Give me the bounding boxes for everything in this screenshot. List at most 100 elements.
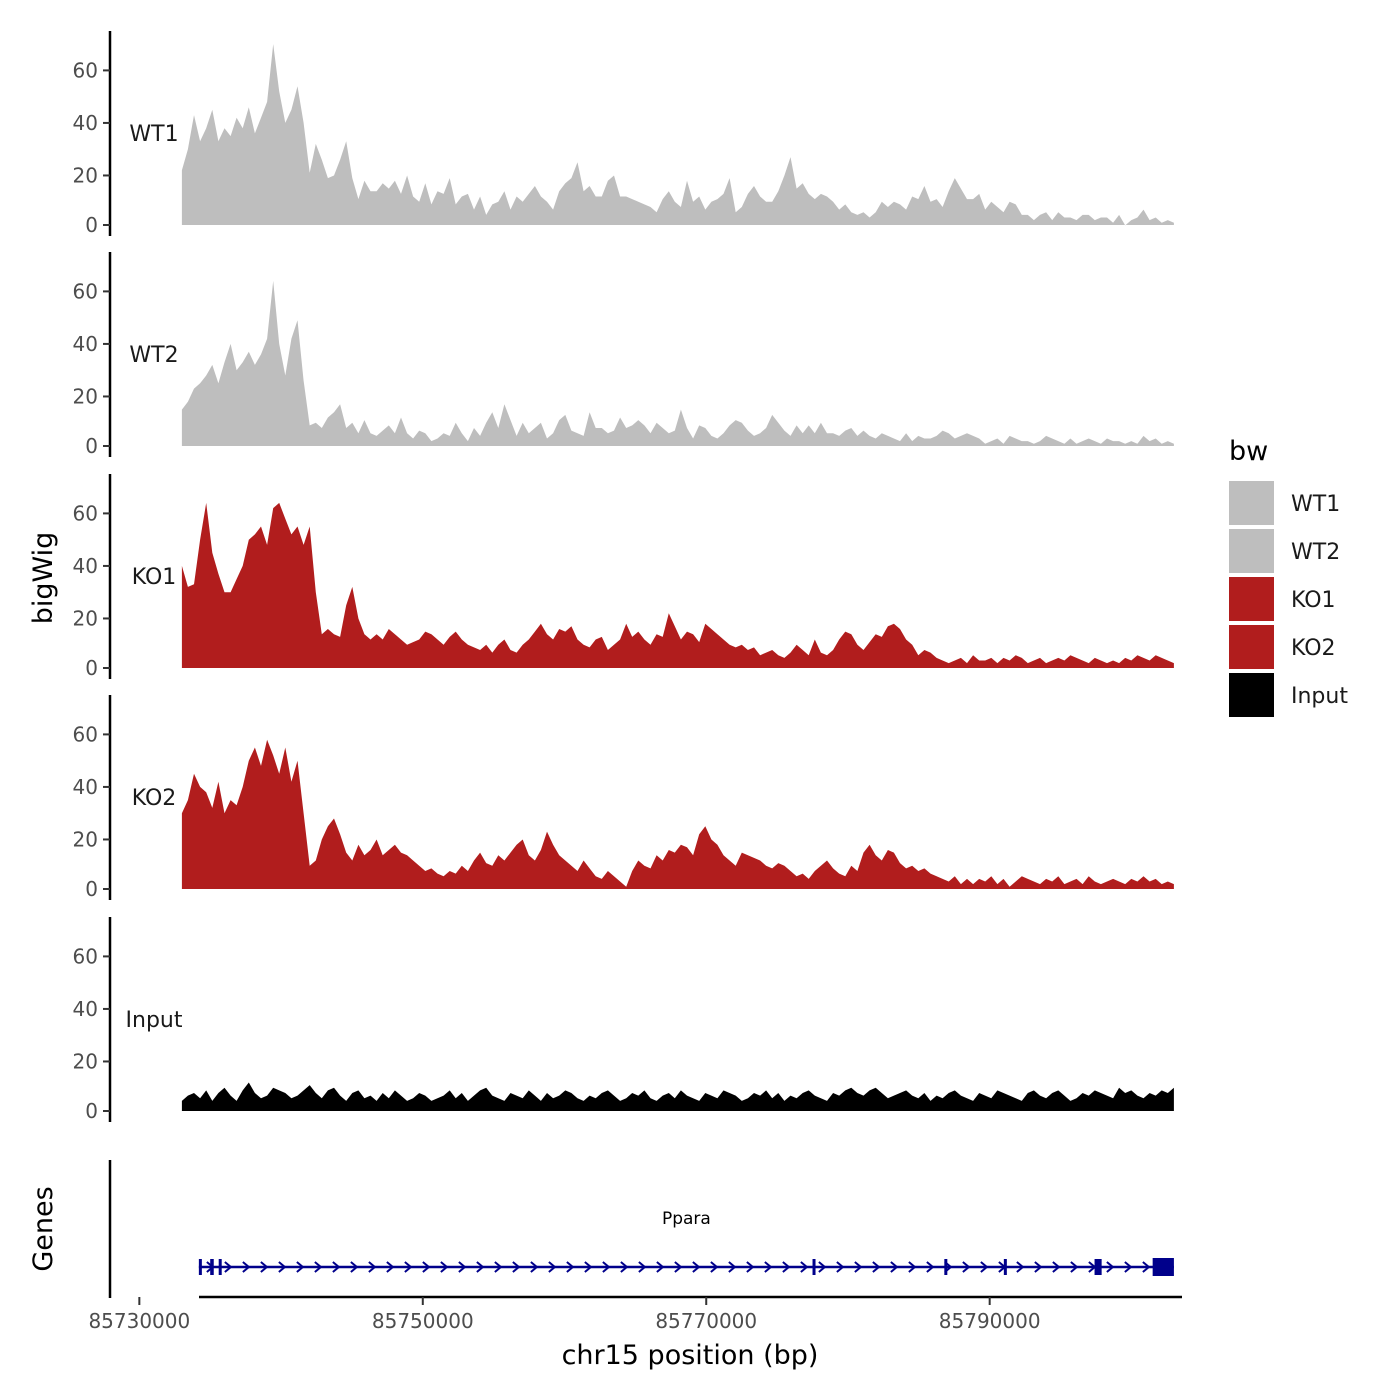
strand-arrow — [278, 1261, 287, 1273]
gene-ppara: Ppara — [198, 1209, 1174, 1276]
x-tick-label: 85790000 — [939, 1309, 1041, 1333]
y-tick-label: 60 — [73, 944, 98, 968]
strand-arrow — [728, 1261, 737, 1273]
genes-axis-title: Genes — [28, 1186, 59, 1271]
y-tick-label: 60 — [73, 501, 98, 525]
y-tick-label: 40 — [73, 332, 98, 356]
strand-arrow — [422, 1261, 431, 1273]
strand-arrow — [224, 1261, 233, 1273]
strand-arrow — [1052, 1261, 1061, 1273]
track-ko2: 0 20 40 60 KO2 — [73, 695, 1174, 901]
strand-arrow — [242, 1261, 251, 1273]
y-tick-label: 60 — [73, 722, 98, 746]
strand-arrow — [854, 1261, 863, 1273]
y-tick-label: 40 — [73, 111, 98, 135]
strand-arrow — [1016, 1261, 1025, 1273]
strand-arrow — [764, 1261, 773, 1273]
exon — [944, 1259, 948, 1275]
legend-label-wt1: WT1 — [1291, 492, 1340, 517]
y-tick-label: 20 — [73, 163, 98, 187]
y-tick-label: 20 — [73, 1049, 98, 1073]
y-tick-label: 0 — [85, 656, 98, 680]
y-tick-label: 40 — [73, 775, 98, 799]
genes-panel: Genes Ppara — [28, 1160, 1174, 1298]
track-wt1: 0 20 40 60 WT1 — [73, 31, 1174, 237]
strand-arrow — [458, 1261, 467, 1273]
strand-arrow — [656, 1261, 665, 1273]
legend-key-wt1 — [1229, 481, 1274, 525]
x-axis: 85730000 85750000 85770000 85790000 — [88, 1295, 1182, 1333]
strand-arrow — [692, 1261, 701, 1273]
exon — [218, 1259, 222, 1275]
strand-arrow — [530, 1261, 539, 1273]
x-axis-title: chr15 position (bp) — [562, 1340, 819, 1371]
legend-key-ko1 — [1229, 577, 1274, 621]
strand-arrow — [494, 1261, 503, 1273]
strand-arrow — [818, 1261, 827, 1273]
y-axis-title: bigWig — [28, 532, 59, 625]
y-tick-label: 20 — [73, 606, 98, 630]
strand-arrow — [620, 1261, 629, 1273]
y-tick-label: 0 — [85, 1099, 98, 1123]
track-wt2: 0 20 40 60 WT2 — [73, 252, 1174, 458]
area-wt2 — [181, 280, 1174, 446]
area-input — [181, 1082, 1174, 1111]
x-tick-label: 85770000 — [655, 1309, 757, 1333]
strand-arrow — [674, 1261, 683, 1273]
strand-arrow — [1034, 1261, 1043, 1273]
area-ko1 — [181, 502, 1174, 668]
exon — [812, 1259, 816, 1275]
strand-arrow — [386, 1261, 395, 1273]
track-panels: 0 20 40 60 WT1 0 20 40 60 WT2 0 20 40 60 KO1 0 20 40 60 KO2… — [73, 31, 1174, 1123]
strand-arrow — [782, 1261, 791, 1273]
strand-arrow — [314, 1261, 323, 1273]
x-tick-label: 85750000 — [372, 1309, 474, 1333]
legend-label-ko1: KO1 — [1291, 588, 1336, 613]
legend: bw WT1 WT2 KO1 KO2 Input — [1229, 436, 1348, 717]
legend-label-wt2: WT2 — [1291, 540, 1340, 565]
y-tick-label: 0 — [85, 434, 98, 458]
legend-key-wt2 — [1229, 529, 1274, 573]
strand-arrow — [1142, 1261, 1151, 1273]
track-label: KO2 — [132, 786, 177, 811]
area-ko2 — [181, 739, 1174, 889]
legend-title: bw — [1229, 436, 1268, 467]
track-label: WT1 — [129, 122, 178, 147]
y-tick-label: 40 — [73, 554, 98, 578]
exon — [210, 1259, 214, 1275]
track-label: KO1 — [132, 565, 177, 590]
strand-arrow — [332, 1261, 341, 1273]
strand-arrow — [602, 1261, 611, 1273]
strand-arrow — [566, 1261, 575, 1273]
strand-arrow — [926, 1261, 935, 1273]
x-tick-label: 85730000 — [88, 1309, 190, 1333]
strand-arrow — [476, 1261, 485, 1273]
exon — [1152, 1258, 1174, 1276]
strand-arrow — [440, 1261, 449, 1273]
strand-arrow — [800, 1261, 809, 1273]
track-ko1: 0 20 40 60 KO1 — [73, 474, 1174, 680]
strand-arrow — [260, 1261, 269, 1273]
strand-arrow — [1124, 1261, 1133, 1273]
strand-arrow — [638, 1261, 647, 1273]
strand-arrow — [872, 1261, 881, 1273]
gene-label: Ppara — [662, 1209, 711, 1229]
y-tick-label: 20 — [73, 384, 98, 408]
y-tick-label: 40 — [73, 997, 98, 1021]
strand-arrow — [980, 1261, 989, 1273]
track-label: WT2 — [129, 343, 178, 368]
strand-arrow — [1106, 1261, 1115, 1273]
exon — [1094, 1259, 1102, 1275]
exon — [198, 1259, 202, 1275]
strand-arrow — [584, 1261, 593, 1273]
strand-arrow — [836, 1261, 845, 1273]
y-tick-label: 60 — [73, 279, 98, 303]
strand-arrow — [710, 1261, 719, 1273]
y-tick-label: 20 — [73, 827, 98, 851]
area-wt1 — [181, 44, 1174, 226]
y-tick-label: 0 — [85, 213, 98, 237]
strand-arrow — [548, 1261, 557, 1273]
track-input: 0 20 40 60 Input — [73, 917, 1174, 1123]
y-tick-label: 0 — [85, 877, 98, 901]
